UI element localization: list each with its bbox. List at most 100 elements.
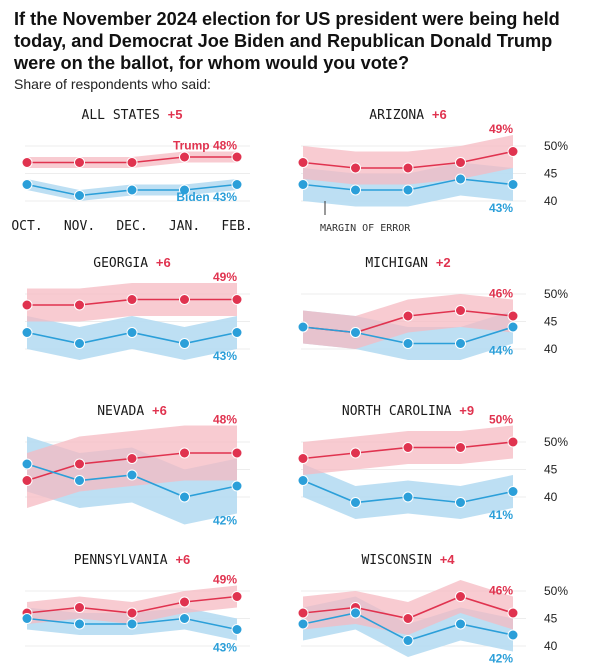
trump-point (179, 447, 190, 459)
trump-end-label: 48% (213, 413, 237, 427)
biden-point (350, 184, 361, 196)
panel-heading: WISCONSIN +4 (361, 552, 455, 568)
y-tick-label: 45 (544, 612, 558, 626)
lead-value: +2 (436, 255, 451, 270)
x-tick-label: JAN. (169, 219, 200, 234)
biden-point (126, 327, 138, 338)
biden-point (231, 179, 243, 190)
biden-point (74, 190, 85, 201)
trump-point (74, 602, 85, 613)
state-name: PENNSYLVANIA (74, 553, 176, 568)
chart-title: If the November 2024 election for US pre… (14, 9, 560, 73)
trump-point (350, 162, 361, 174)
trump-point (402, 442, 414, 453)
trump-point (179, 294, 190, 305)
trump-point (507, 607, 519, 619)
biden-end-label: 42% (489, 652, 513, 666)
biden-point (297, 179, 309, 190)
y-tick-label: 40 (544, 490, 558, 504)
trump-point (402, 310, 414, 322)
biden-point (74, 475, 85, 486)
state-name: NEVADA (97, 404, 152, 419)
y-tick-label: 45 (544, 463, 558, 477)
y-tick-label: 50% (544, 435, 568, 449)
trump-point (455, 591, 466, 602)
biden-point (402, 635, 414, 646)
panel-pennsylvania: PENNSYLVANIA +6 49% 43% (21, 552, 250, 655)
trump-point (179, 596, 190, 608)
biden-point (21, 458, 33, 470)
trump-point (74, 157, 85, 168)
biden-point (179, 338, 190, 349)
trump-point (126, 453, 138, 464)
biden-point (507, 179, 519, 190)
panel-north-carolina: NORTH CAROLINA +9 50% 41% 50% 45 40 (297, 403, 568, 522)
biden-point (350, 497, 361, 508)
trump-point (74, 299, 85, 311)
panel-wisconsin: WISCONSIN +4 46% 42% 50% 45 40 (297, 552, 568, 666)
biden-point (297, 618, 309, 630)
lead-value: +6 (175, 552, 190, 567)
panel-georgia: GEORGIA +6 49% 43% (21, 255, 250, 363)
panel-heading: NEVADA +6 (97, 403, 167, 419)
trump-point (21, 299, 33, 311)
trump-point (126, 294, 138, 305)
biden-point (179, 491, 190, 503)
biden-point (21, 613, 33, 624)
lead-value: +6 (152, 403, 167, 418)
biden-end-label: 42% (213, 514, 237, 528)
biden-point (507, 321, 519, 333)
biden-point (74, 618, 85, 630)
chart-header: If the November 2024 election for US pre… (14, 8, 584, 92)
trump-point (74, 458, 85, 470)
y-tick-label: 50% (544, 287, 568, 301)
trump-point (231, 591, 243, 602)
biden-end-label: 43% (213, 641, 237, 655)
trump-point (231, 151, 243, 163)
x-tick-label: OCT. (11, 219, 42, 234)
biden-point (402, 338, 414, 349)
trump-end-label: 46% (489, 287, 513, 301)
trump-point (297, 607, 309, 619)
panel-arizona: ARIZONA +6 49% 43% 50% 45 40 MARGIN OF ERROR (297, 107, 568, 234)
y-tick-label: 45 (544, 315, 558, 329)
biden-point (297, 475, 309, 486)
biden-point (297, 321, 309, 333)
trump-point (350, 447, 361, 459)
chart-subtitle: Share of respondents who said: (14, 76, 211, 92)
trump-end-label: 50% (489, 413, 513, 427)
biden-point (231, 624, 243, 635)
trump-point (455, 305, 466, 316)
panel-nevada: NEVADA +6 48% 42% (21, 403, 250, 528)
trump-point (455, 442, 466, 453)
biden-point (74, 338, 85, 349)
trump-error-band (27, 585, 237, 624)
biden-point (231, 327, 243, 338)
biden-end-label: 44% (489, 344, 513, 358)
biden-point (402, 184, 414, 196)
biden-point (350, 607, 361, 619)
biden-end-label: 43% (213, 349, 237, 363)
biden-point (507, 629, 519, 641)
x-tick-label: NOV. (64, 219, 95, 234)
y-tick-label: 40 (544, 639, 558, 653)
y-tick-label: 45 (544, 167, 558, 181)
state-name: ARIZONA (369, 108, 432, 123)
trump-point (126, 157, 138, 168)
y-tick-label: 50% (544, 139, 568, 153)
biden-point (231, 480, 243, 492)
biden-point (21, 327, 33, 338)
panel-heading: PENNSYLVANIA +6 (74, 552, 191, 568)
x-tick-label: DEC. (116, 219, 147, 234)
trump-point (126, 607, 138, 619)
state-name: MICHIGAN (365, 256, 435, 271)
trump-point (402, 613, 414, 624)
panel-heading: ALL STATES +5 (82, 107, 183, 123)
biden-point (179, 184, 190, 196)
biden-point (179, 613, 190, 624)
trump-point (21, 157, 33, 168)
state-name: WISCONSIN (361, 553, 439, 568)
lead-value: +6 (156, 255, 171, 270)
state-name: ALL STATES (82, 108, 168, 123)
